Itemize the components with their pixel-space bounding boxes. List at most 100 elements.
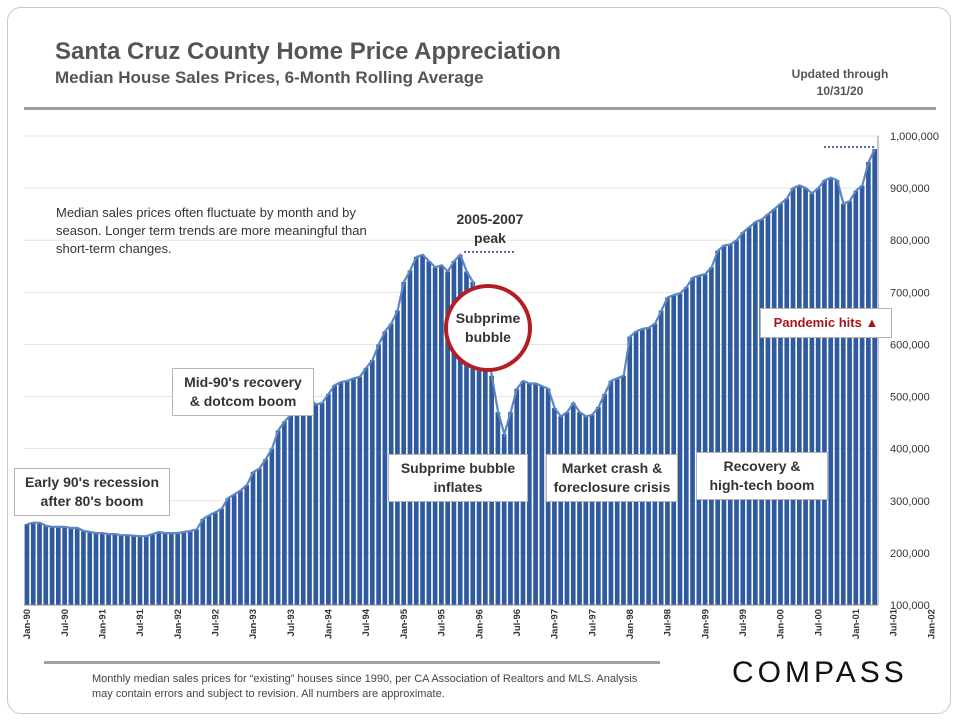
bar: [822, 180, 827, 606]
bar: [702, 274, 708, 605]
bar: [244, 485, 250, 605]
x-tick-label: Jul-99: [738, 609, 749, 636]
bar: [225, 498, 231, 605]
bar: [840, 203, 846, 605]
bar: [426, 261, 432, 605]
bar: [784, 198, 790, 606]
bar: [407, 270, 413, 605]
chart-note: Median sales prices often fluctuate by m…: [56, 205, 367, 256]
x-tick-label: Jul-91: [135, 608, 146, 636]
bar: [727, 244, 733, 605]
annotation-line: peak: [474, 230, 506, 246]
bar: [533, 383, 538, 605]
annotation-peak: 2005-2007 peak: [440, 210, 540, 248]
x-tick-label: Jan-99: [700, 609, 711, 639]
bar: [156, 532, 162, 605]
bar: [357, 376, 363, 605]
y-tick-label: 400,000: [890, 444, 930, 456]
bar: [181, 532, 187, 605]
bar: [690, 277, 695, 605]
bar: [24, 524, 30, 605]
bar: [501, 434, 507, 605]
x-tick-label: Jul-97: [587, 609, 598, 636]
bar: [715, 250, 721, 605]
bar: [68, 527, 74, 605]
bar: [847, 201, 852, 605]
bar: [583, 416, 589, 605]
bar: [803, 188, 808, 605]
annotation-line: Market crash &: [561, 460, 663, 476]
annotation-mid-90s: Mid-90's recovery & dotcom boom: [172, 368, 314, 416]
bar: [93, 533, 99, 605]
bar: [420, 254, 425, 605]
bar: [577, 412, 582, 605]
page-subtitle: Median House Sales Prices, 6-Month Rolli…: [55, 68, 484, 87]
bar: [288, 414, 294, 605]
bar: [363, 367, 369, 605]
bar: [307, 399, 312, 605]
annotation-line: Mid-90's recovery: [184, 374, 302, 390]
bar: [294, 406, 300, 605]
bar: [313, 404, 319, 605]
bar: [319, 402, 325, 605]
x-tick-label: Jan-02: [926, 609, 937, 639]
bar: [778, 203, 783, 605]
bar: [671, 294, 677, 605]
bar: [790, 188, 796, 605]
x-tick-label: Jan-01: [851, 608, 862, 639]
bar: [338, 381, 344, 605]
bar: [37, 522, 42, 605]
updated-value: 10/31/20: [816, 84, 864, 98]
bar: [219, 508, 224, 605]
updated-label: Updated through: [791, 67, 889, 81]
bar: [451, 261, 457, 605]
bar: [187, 531, 193, 605]
x-tick-label: Jan-93: [248, 609, 259, 639]
bar: [344, 380, 350, 605]
bar: [589, 414, 595, 605]
bar: [326, 393, 331, 605]
annotation-recovery: Recovery & high-tech boom: [696, 452, 828, 500]
bar: [809, 193, 815, 606]
bar: [206, 515, 212, 605]
bar: [665, 297, 670, 605]
bar: [570, 402, 576, 605]
annotation-early-90s: Early 90's recession after 80's boom: [14, 468, 170, 516]
bar: [137, 536, 143, 605]
title-divider: [24, 107, 936, 110]
bar: [834, 180, 840, 606]
bar: [43, 525, 49, 605]
bar: [125, 535, 130, 605]
y-tick-label: 100,000: [890, 600, 930, 612]
y-tick-label: 900,000: [890, 183, 930, 195]
x-tick-label: Jan-90: [22, 609, 33, 639]
bar: [131, 535, 137, 605]
annotation-line: 2005-2007: [456, 211, 524, 227]
bar: [552, 408, 557, 605]
bar: [740, 232, 746, 605]
compass-logo: COMPASS: [732, 656, 908, 689]
pandemic-label: Pandemic hits: [773, 315, 862, 330]
footer-divider: [44, 661, 660, 664]
annotation-line: Subprime bubble: [400, 460, 516, 476]
bar: [275, 430, 281, 605]
bar: [118, 535, 124, 605]
bar: [746, 227, 752, 605]
bar: [872, 149, 877, 605]
bar: [439, 265, 444, 605]
bar: [162, 533, 168, 605]
bar: [269, 448, 275, 605]
x-tick-label: Jul-98: [663, 609, 674, 636]
annotation-line: bubble: [465, 329, 511, 345]
bar: [250, 472, 256, 605]
bar: [62, 526, 67, 605]
bar: [175, 533, 180, 605]
bar: [332, 385, 337, 605]
y-tick-label: 600,000: [890, 339, 930, 351]
bar: [49, 526, 55, 605]
bar: [683, 287, 689, 605]
up-triangle-icon: ▲: [865, 315, 879, 330]
bar: [263, 459, 268, 605]
bar: [143, 536, 149, 605]
annotation-line: Early 90's recession: [24, 474, 160, 490]
